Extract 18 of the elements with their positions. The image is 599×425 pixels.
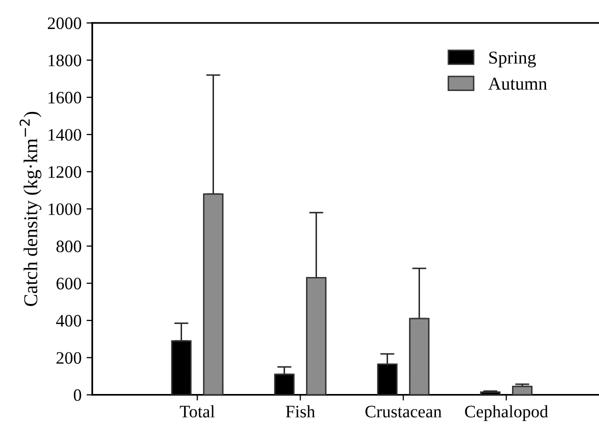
y-tick-label: 2000	[48, 17, 82, 30]
y-tick-label: 1400	[48, 128, 82, 141]
y-tick-label: 800	[56, 240, 82, 252]
y-tick-label: 1200	[48, 166, 82, 178]
x-tick-label: Crustacean	[365, 406, 442, 418]
y-tick-label: 200	[56, 352, 82, 364]
legend-label: Autumn	[488, 78, 548, 90]
y-axis-title: Catch density (kg·km$^{−2}$)	[20, 112, 42, 306]
y-tick-label: 400	[56, 314, 82, 327]
y-tick-label: 600	[56, 278, 82, 290]
y-tick-label: 0	[74, 389, 82, 402]
y-tick-label: 1600	[48, 92, 82, 104]
x-tick-label: Cephalopod	[465, 405, 548, 421]
legend-label: Spring	[489, 52, 536, 68]
x-tick-label: Total	[180, 405, 215, 418]
x-tick-label: Fish	[286, 405, 316, 418]
y-tick-label: 1000	[48, 203, 82, 216]
y-tick-label: 1800	[48, 54, 82, 66]
